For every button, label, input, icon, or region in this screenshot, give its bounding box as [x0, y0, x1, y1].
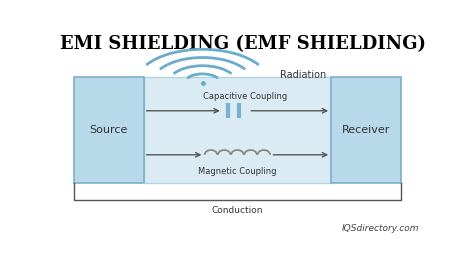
FancyBboxPatch shape — [331, 77, 401, 184]
FancyBboxPatch shape — [74, 77, 144, 184]
Text: EMI SHIELDING (EMF SHIELDING): EMI SHIELDING (EMF SHIELDING) — [60, 35, 426, 53]
Text: IQSdirectory.com: IQSdirectory.com — [342, 224, 419, 233]
Text: Capacitive Coupling: Capacitive Coupling — [203, 92, 287, 101]
Text: Radiation: Radiation — [280, 70, 326, 80]
Text: Source: Source — [90, 125, 128, 135]
Text: Magnetic Coupling: Magnetic Coupling — [198, 167, 277, 176]
FancyBboxPatch shape — [144, 77, 331, 184]
Text: Receiver: Receiver — [342, 125, 390, 135]
Text: Conduction: Conduction — [212, 206, 263, 215]
